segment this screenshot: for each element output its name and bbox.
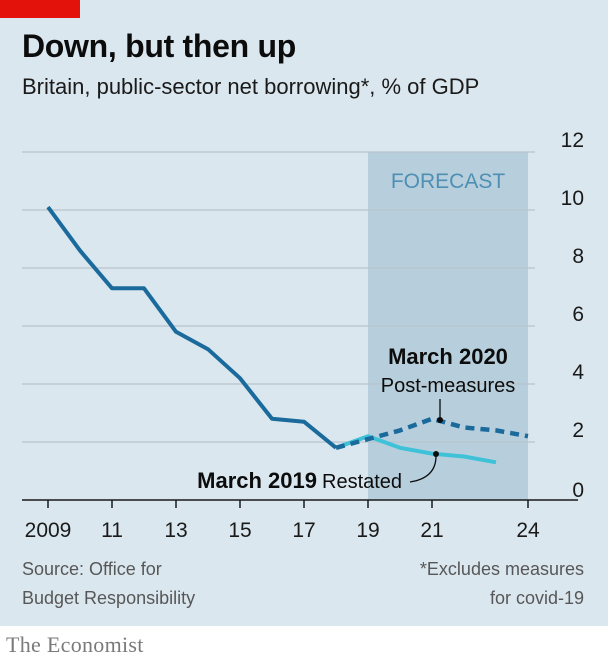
series-line-march2020 xyxy=(335,416,529,450)
footnote: *Excludes measures for covid-19 xyxy=(324,555,584,613)
brand-wordmark: The Economist xyxy=(6,632,144,657)
x-tick-label: 11 xyxy=(101,519,123,542)
source-note: Source: Office for Budget Responsibility xyxy=(22,555,282,613)
x-tick-label: 24 xyxy=(516,519,540,542)
label-march-2019: March 2019 xyxy=(197,468,317,493)
forecast-label: FORECAST xyxy=(391,170,506,193)
chart-title: Down, but then up xyxy=(22,28,296,64)
series-line-march2019_restated xyxy=(335,434,497,465)
footnote-line-2: for covid-19 xyxy=(489,588,584,608)
y-tick-label: 10 xyxy=(561,187,584,210)
chart-subtitle: Britain, public-sector net borrowing*, %… xyxy=(22,74,480,99)
source-line-1: Source: Office for xyxy=(22,559,162,579)
label-march-2020: March 2020 xyxy=(388,344,508,369)
x-tick-label: 15 xyxy=(228,519,251,542)
footnote-line-1: *Excludes measures xyxy=(419,559,584,579)
leader-dot-march-2019 xyxy=(433,451,439,457)
y-tick-label: 6 xyxy=(572,303,584,326)
y-tick-label: 8 xyxy=(572,245,584,268)
source-line-2: Budget Responsibility xyxy=(22,588,196,608)
label-restated: Restated xyxy=(322,471,402,493)
series-line-march2019 xyxy=(46,205,338,450)
y-tick-label: 2 xyxy=(572,419,584,442)
x-tick-label: 19 xyxy=(356,519,379,542)
brand-red-tag xyxy=(0,0,80,18)
y-tick-label: 4 xyxy=(572,361,584,384)
x-tick-label: 2009 xyxy=(25,519,72,542)
x-tick-label: 21 xyxy=(420,519,443,542)
y-tick-label: 12 xyxy=(561,129,584,152)
leader-march-2019 xyxy=(409,455,437,483)
x-tick-label: 17 xyxy=(292,519,315,542)
leader-dot-march-2020 xyxy=(437,417,443,423)
x-tick-label: 13 xyxy=(164,519,187,542)
y-tick-label: 0 xyxy=(572,479,584,502)
label-post-measures: Post-measures xyxy=(381,375,516,397)
